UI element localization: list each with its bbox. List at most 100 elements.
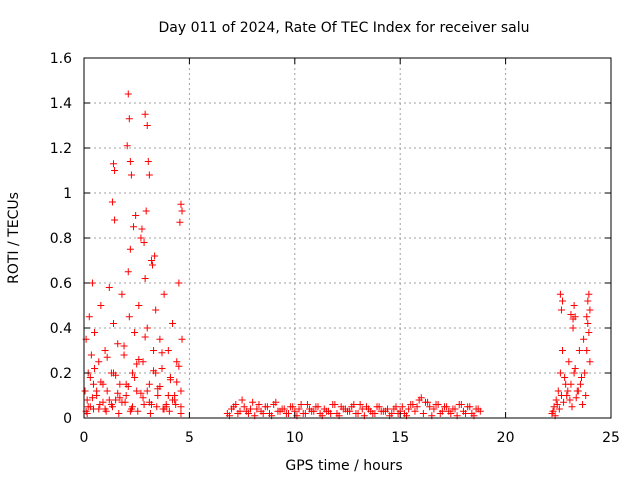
data-point bbox=[301, 410, 309, 417]
data-point bbox=[91, 329, 99, 336]
data-point bbox=[310, 407, 318, 415]
data-point bbox=[102, 407, 110, 415]
data-point bbox=[242, 407, 250, 415]
data-point bbox=[149, 261, 157, 269]
data-point bbox=[126, 245, 134, 253]
data-point bbox=[566, 396, 574, 404]
data-point bbox=[101, 347, 109, 354]
data-point bbox=[152, 369, 160, 377]
data-point bbox=[132, 212, 140, 219]
data-point bbox=[175, 362, 183, 370]
data-point bbox=[85, 313, 93, 321]
data-point bbox=[169, 320, 177, 327]
data-point bbox=[122, 392, 130, 399]
data-point bbox=[263, 403, 271, 411]
data-point bbox=[419, 410, 427, 417]
data-point bbox=[356, 401, 364, 408]
data-point bbox=[449, 405, 457, 413]
data-point bbox=[560, 398, 568, 406]
data-point bbox=[164, 392, 172, 399]
data-point bbox=[87, 351, 95, 359]
plot-frame bbox=[83, 57, 612, 419]
data-point bbox=[177, 387, 185, 395]
data-point bbox=[240, 403, 248, 411]
data-point bbox=[303, 401, 311, 408]
data-point bbox=[165, 407, 173, 415]
data-point bbox=[327, 410, 335, 417]
data-point bbox=[289, 403, 297, 411]
y-tick-label: 0.8 bbox=[50, 231, 72, 247]
x-tick-label: 5 bbox=[185, 430, 194, 446]
data-point bbox=[580, 335, 588, 343]
data-point bbox=[466, 403, 474, 411]
data-point bbox=[344, 407, 351, 415]
data-point bbox=[110, 160, 118, 168]
data-point bbox=[583, 313, 591, 321]
data-point bbox=[89, 405, 97, 413]
data-point bbox=[358, 405, 366, 413]
data-point bbox=[83, 396, 91, 404]
data-point bbox=[88, 279, 96, 287]
data-point bbox=[238, 396, 246, 404]
data-point bbox=[158, 365, 166, 372]
data-point bbox=[125, 115, 133, 123]
data-point bbox=[172, 401, 180, 408]
data-point bbox=[177, 403, 185, 411]
data-point bbox=[381, 407, 389, 415]
data-point bbox=[112, 396, 120, 404]
data-point bbox=[103, 353, 111, 361]
data-point bbox=[462, 410, 470, 417]
data-point bbox=[390, 405, 398, 413]
data-point bbox=[114, 389, 122, 397]
data-point bbox=[116, 394, 124, 402]
data-point bbox=[145, 171, 153, 179]
data-point bbox=[139, 394, 147, 402]
data-point bbox=[430, 405, 438, 413]
data-point bbox=[585, 329, 593, 336]
data-point bbox=[150, 347, 158, 354]
data-point bbox=[110, 369, 118, 377]
data-point bbox=[331, 401, 339, 408]
data-point bbox=[398, 403, 406, 411]
data-point bbox=[586, 358, 594, 366]
data-point bbox=[574, 387, 582, 395]
data-point bbox=[166, 376, 174, 384]
data-point bbox=[141, 275, 149, 282]
data-point bbox=[556, 290, 564, 298]
data-point bbox=[140, 239, 148, 246]
data-point bbox=[110, 320, 118, 327]
data-point bbox=[314, 403, 322, 411]
data-point bbox=[557, 306, 565, 314]
data-point bbox=[162, 401, 170, 408]
data-point bbox=[339, 405, 347, 413]
y-tick-label: 1.2 bbox=[50, 141, 72, 157]
data-point bbox=[141, 333, 149, 341]
data-point bbox=[557, 392, 565, 399]
grid-lines bbox=[84, 58, 611, 418]
data-point bbox=[474, 405, 482, 413]
y-axis-label: ROTI / TECUs bbox=[6, 192, 22, 284]
data-point bbox=[445, 407, 453, 415]
data-point bbox=[147, 257, 155, 264]
data-point bbox=[276, 407, 284, 415]
data-point bbox=[549, 407, 557, 415]
y-tick-label: 1.4 bbox=[50, 96, 72, 112]
data-point bbox=[83, 410, 91, 417]
data-point bbox=[128, 369, 136, 377]
data-point bbox=[272, 398, 280, 406]
data-point bbox=[407, 401, 415, 408]
data-point bbox=[411, 407, 419, 415]
data-point bbox=[95, 358, 103, 366]
data-point bbox=[108, 403, 116, 411]
data-point bbox=[159, 405, 167, 413]
data-point bbox=[415, 396, 423, 404]
data-point bbox=[111, 167, 119, 174]
data-point bbox=[570, 369, 578, 377]
data-point bbox=[284, 410, 292, 417]
data-point bbox=[571, 365, 579, 372]
data-point bbox=[135, 356, 143, 363]
data-point bbox=[581, 369, 589, 377]
data-point bbox=[249, 398, 257, 406]
data-point bbox=[577, 374, 585, 381]
